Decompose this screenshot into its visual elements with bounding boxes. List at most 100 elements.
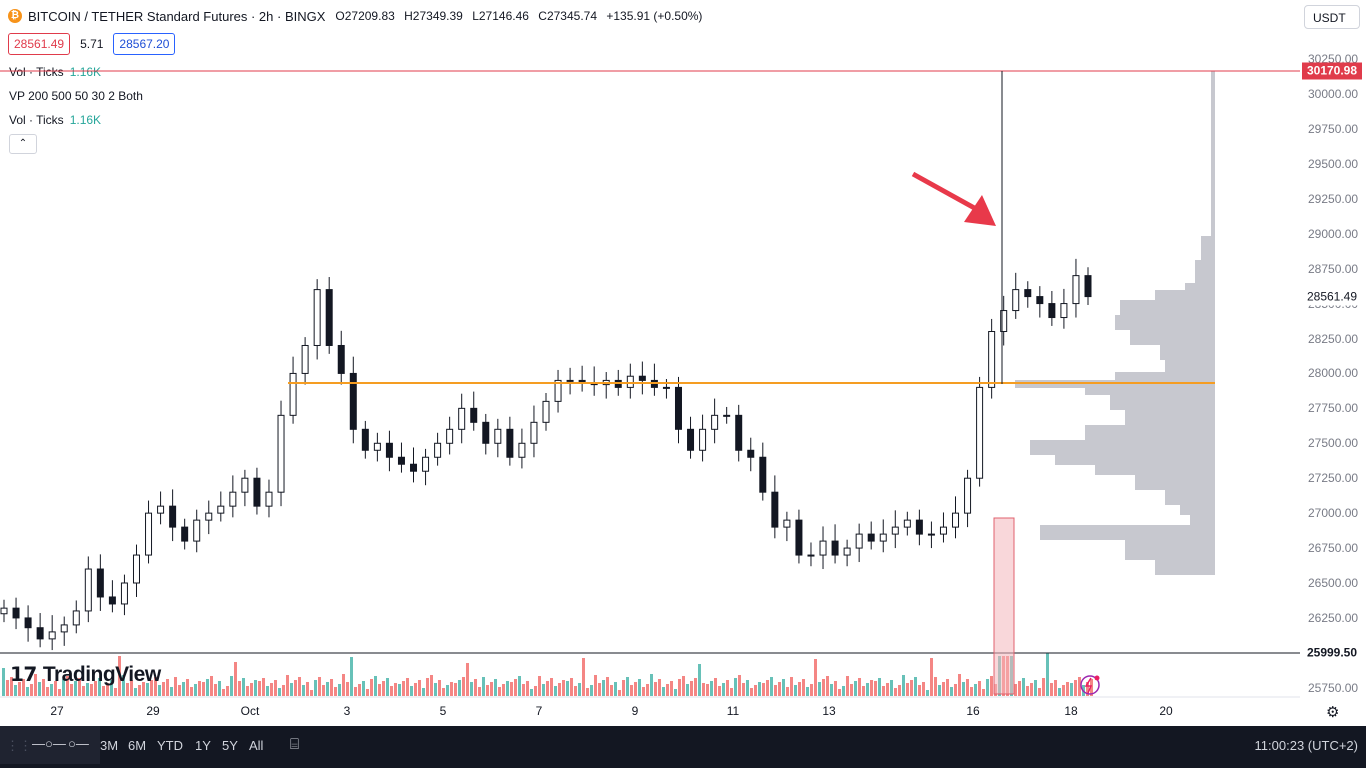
candle[interactable] xyxy=(60,616,68,646)
candle[interactable] xyxy=(157,491,165,525)
candle[interactable] xyxy=(1000,295,1008,346)
candle[interactable] xyxy=(193,509,201,553)
candle[interactable] xyxy=(939,512,947,543)
candle[interactable] xyxy=(120,574,128,616)
range-button-all[interactable]: All xyxy=(249,738,264,753)
candle[interactable] xyxy=(96,554,104,611)
candle[interactable] xyxy=(265,479,273,518)
range-button-1y[interactable]: 1Y xyxy=(195,738,211,753)
candle[interactable] xyxy=(976,376,984,487)
candle[interactable] xyxy=(229,475,237,518)
range-button-3m[interactable]: 3M xyxy=(100,738,119,753)
zoom-out-icon[interactable]: —○— xyxy=(32,736,66,751)
candle[interactable] xyxy=(145,500,153,564)
candle[interactable] xyxy=(952,496,960,539)
range-scroller[interactable]: ⋮⋮ —○— ○— xyxy=(0,726,100,764)
candle[interactable] xyxy=(687,416,695,459)
candle[interactable] xyxy=(349,356,357,444)
candle[interactable] xyxy=(759,442,767,501)
candle[interactable] xyxy=(903,511,911,536)
candle[interactable] xyxy=(891,510,899,549)
range-button-ytd[interactable]: YTD xyxy=(157,738,183,753)
candle[interactable] xyxy=(964,469,972,528)
candle[interactable] xyxy=(373,432,381,462)
candle[interactable] xyxy=(542,392,550,431)
candle[interactable] xyxy=(699,414,707,462)
sell-button[interactable]: 28561.49 xyxy=(8,33,71,55)
date-range-icon[interactable]: ⌸ xyxy=(290,736,300,753)
candle[interactable] xyxy=(36,613,44,648)
candle[interactable] xyxy=(927,521,935,549)
candle[interactable] xyxy=(988,318,996,399)
volume-highlight-box[interactable] xyxy=(993,517,1015,695)
candle[interactable] xyxy=(771,475,779,539)
settings-gear-icon[interactable]: ⚙ xyxy=(1326,704,1340,721)
candle[interactable] xyxy=(108,580,116,613)
candle[interactable] xyxy=(819,526,827,570)
drag-handle-icon[interactable]: ⋮⋮ xyxy=(6,738,32,753)
candle[interactable] xyxy=(84,556,92,623)
candle[interactable] xyxy=(518,428,526,469)
candle[interactable] xyxy=(807,542,815,567)
candle[interactable] xyxy=(482,413,490,455)
candle[interactable] xyxy=(602,372,610,399)
candle[interactable] xyxy=(277,400,285,507)
candle[interactable] xyxy=(458,393,466,444)
volume-legend-1[interactable]: Vol · Ticks 1.16K xyxy=(9,62,101,82)
candle[interactable] xyxy=(867,521,875,550)
candle[interactable] xyxy=(1060,288,1068,329)
candle[interactable] xyxy=(217,491,225,522)
candle[interactable] xyxy=(132,544,140,597)
candle[interactable] xyxy=(879,519,887,553)
candle[interactable] xyxy=(253,467,261,515)
candle[interactable] xyxy=(1048,290,1056,326)
candle[interactable] xyxy=(843,539,851,567)
range-button-6m[interactable]: 6M xyxy=(128,738,147,753)
candle[interactable] xyxy=(410,447,418,483)
candle[interactable] xyxy=(1072,258,1080,318)
candle[interactable] xyxy=(24,605,32,642)
candle[interactable] xyxy=(855,523,863,563)
candle[interactable] xyxy=(674,376,682,444)
candle[interactable] xyxy=(422,448,430,486)
candle[interactable] xyxy=(530,405,538,458)
candle[interactable] xyxy=(590,366,598,396)
currency-selector[interactable]: USDT xyxy=(1304,5,1360,29)
volume-profile-legend[interactable]: VP 200 500 50 30 2 Both xyxy=(9,86,143,106)
candle[interactable] xyxy=(626,363,634,399)
buy-button[interactable]: 28567.20 xyxy=(113,33,176,55)
candle[interactable] xyxy=(1012,272,1020,319)
candle[interactable] xyxy=(1036,286,1044,318)
candle[interactable] xyxy=(337,330,345,385)
candle[interactable] xyxy=(325,277,333,354)
candle[interactable] xyxy=(470,391,478,431)
candle[interactable] xyxy=(711,398,719,444)
candle[interactable] xyxy=(289,356,297,424)
candle[interactable] xyxy=(915,509,923,546)
annotation-arrow[interactable] xyxy=(911,171,996,226)
candle[interactable] xyxy=(662,379,670,399)
candle[interactable] xyxy=(434,432,442,466)
candle[interactable] xyxy=(241,469,249,507)
candle[interactable] xyxy=(831,524,839,564)
candle[interactable] xyxy=(723,406,731,424)
candle[interactable] xyxy=(783,511,791,542)
range-button-5y[interactable]: 5Y xyxy=(222,738,238,753)
candle[interactable] xyxy=(795,509,803,564)
candle[interactable] xyxy=(747,437,755,472)
price-chart[interactable] xyxy=(0,0,1366,726)
candle[interactable] xyxy=(0,599,8,623)
candle[interactable] xyxy=(735,404,743,462)
symbol-title[interactable]: BITCOIN / TETHER Standard Futures · 2h ·… xyxy=(28,8,326,24)
volume-legend-2[interactable]: Vol · Ticks 1.16K xyxy=(9,110,101,130)
candle[interactable] xyxy=(638,361,646,395)
candle[interactable] xyxy=(313,279,321,360)
candle[interactable] xyxy=(1024,281,1032,308)
candle[interactable] xyxy=(205,500,213,535)
candle[interactable] xyxy=(181,518,189,550)
candle[interactable] xyxy=(578,365,586,392)
zoom-in-icon[interactable]: ○— xyxy=(68,736,89,751)
candle[interactable] xyxy=(361,420,369,459)
candle[interactable] xyxy=(446,416,454,455)
candle[interactable] xyxy=(554,369,562,413)
